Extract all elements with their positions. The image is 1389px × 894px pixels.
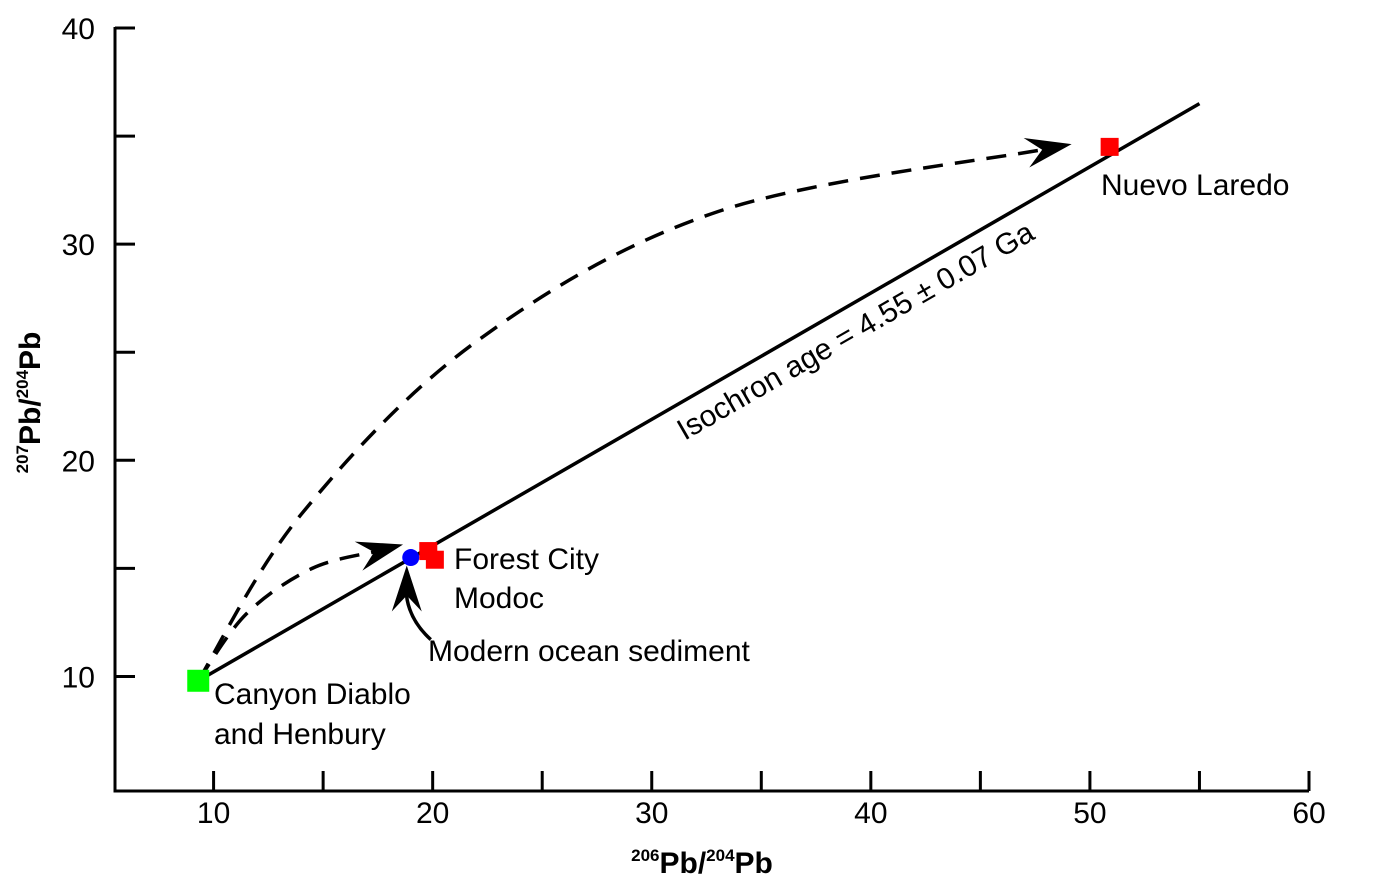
sediment-pointer-arrowhead bbox=[391, 565, 422, 612]
point-canyon-diablo-and-henbury bbox=[187, 669, 210, 692]
x-tick-label: 60 bbox=[1292, 797, 1325, 830]
x-axis-label-base2: Pb bbox=[735, 847, 773, 880]
point-label-canyon-diablo: Canyon Diablo bbox=[214, 678, 411, 711]
evolution-paths bbox=[196, 138, 1072, 682]
x-tick-label: 40 bbox=[854, 797, 887, 830]
x-tick-label: 50 bbox=[1073, 797, 1106, 830]
y-axis-label-base1: Pb/ bbox=[14, 398, 47, 445]
point-label-modoc: Modoc bbox=[454, 582, 544, 615]
axes: 10 20 30 40 50 60 10 20 30 40 bbox=[62, 13, 1326, 830]
evolution-path-2 bbox=[196, 147, 1047, 682]
y-axis-label-base2: Pb bbox=[14, 332, 47, 370]
y-tick-label: 30 bbox=[62, 229, 95, 262]
x-axis-label-base1: Pb/ bbox=[659, 847, 706, 880]
point-label-forest-city: Forest City bbox=[454, 543, 599, 576]
x-axis-label-sup1: 206 bbox=[631, 846, 659, 865]
point-nuevo-laredo bbox=[1100, 137, 1119, 156]
isochron-group bbox=[197, 102, 1201, 683]
evolution-arrowhead-2 bbox=[1023, 138, 1072, 168]
isochron-line bbox=[197, 102, 1201, 683]
point-label-henbury: and Henbury bbox=[214, 718, 386, 751]
x-axis-label: 206Pb/204Pb bbox=[631, 846, 773, 880]
point-label-nuevo-laredo: Nuevo Laredo bbox=[1101, 169, 1289, 202]
x-tick-label: 10 bbox=[197, 797, 230, 830]
point-label-modern-ocean-sediment: Modern ocean sediment bbox=[428, 635, 751, 668]
y-tick-label: 20 bbox=[62, 445, 95, 478]
x-tick-label: 20 bbox=[416, 797, 449, 830]
y-axis-label-sup2: 204 bbox=[13, 369, 32, 398]
point-modoc bbox=[425, 550, 444, 569]
y-tick-label: 40 bbox=[62, 13, 95, 46]
evolution-arrowhead-1 bbox=[354, 541, 404, 571]
isochron-label: Isochron age = 4.55 ± 0.07 Ga bbox=[672, 215, 1040, 446]
x-tick-label: 30 bbox=[635, 797, 668, 830]
x-axis-label-sup2: 204 bbox=[706, 846, 735, 865]
y-axis-label: 207Pb/204Pb bbox=[13, 332, 47, 474]
point-modern-ocean-sediment bbox=[402, 549, 420, 567]
y-tick-label: 10 bbox=[62, 661, 95, 694]
data-points bbox=[187, 137, 1119, 692]
y-axis-label-sup1: 207 bbox=[13, 445, 32, 473]
evolution-path-1 bbox=[196, 549, 379, 682]
